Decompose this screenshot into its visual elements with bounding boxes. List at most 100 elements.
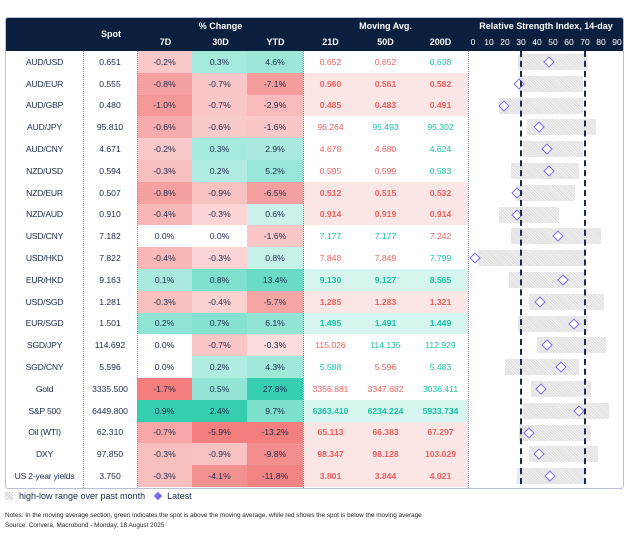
pct-change-ytd: -6.5%: [247, 181, 303, 204]
moving-avg-ma200: 0.491: [429, 100, 452, 111]
pct-change-d30: -4.1%: [192, 465, 247, 487]
pct-change-ytd: -1.6%: [247, 225, 303, 248]
moving-avg-ma50: 1.491: [374, 318, 397, 329]
pct-change-ytd: 2.9%: [247, 138, 303, 160]
pct-change-ytd: -0.3%: [247, 334, 303, 357]
rsi-range-bar: [516, 184, 576, 201]
rsi-tick-label: 70: [580, 37, 590, 47]
table-row: DXY 97.850 -0.3% -0.9% -9.8% 98.347 98.128 103.…: [6, 443, 623, 466]
row-label: NZD/AUD: [26, 209, 63, 220]
spot-value: 1.501: [99, 318, 121, 329]
header-7d: 7D: [159, 37, 172, 47]
moving-avg-ma200: 95.302: [427, 122, 454, 133]
rsi-tick-label: 90: [612, 37, 622, 47]
moving-avg-ma50: 4.680: [374, 144, 397, 155]
pct-change-d7: 0.2%: [137, 312, 192, 335]
moving-avg-ma21: 98.347: [317, 449, 344, 460]
spot-value: 62.310: [96, 427, 124, 438]
rsi-tick-label: 80: [596, 37, 606, 47]
table-row: Gold 3335.500 -1.7% 0.5% 27.8% 3356.881 3347.6…: [6, 378, 623, 400]
moving-avg-ma21: 65.113: [317, 427, 344, 438]
moving-avg-ma21: 3.801: [319, 471, 342, 482]
moving-avg-ma21: 0.512: [319, 187, 342, 198]
latest-diamond-icon: [153, 491, 163, 501]
pct-change-d30: -0.9%: [192, 181, 247, 204]
table-row: AUD/JPY 95.810 -0.6% -0.6% -1.6% 96.264 95.493…: [6, 116, 623, 139]
pct-change-d7: -0.4%: [137, 203, 192, 226]
header-30d: 30D: [212, 37, 229, 47]
rsi-tick-label: 0: [470, 37, 476, 47]
pct-change-ytd: 27.8%: [247, 378, 303, 400]
pct-change-d7: 0.0%: [154, 340, 175, 351]
pct-change-d7: -0.2%: [137, 51, 192, 73]
spot-value: 97.850: [96, 449, 124, 460]
spot-value: 0.480: [99, 100, 121, 111]
rsi-range-bar: [505, 359, 579, 376]
table-row: SGD/CNY 5.596 0.0% 0.2% 4.3% 5.588 5.596 5.483: [6, 356, 623, 378]
table-header: Spot % Change 7D 30D YTD Moving Avg. 21D…: [6, 18, 623, 51]
rsi-range-bar: [522, 402, 609, 419]
pct-change-ytd: 0.6%: [247, 203, 303, 226]
spot-value: 0.651: [99, 56, 121, 67]
spot-value: 114.692: [94, 340, 126, 351]
pct-change-ytd: -7.1%: [247, 72, 303, 95]
table-row: AUD/EUR 0.555 -0.8% -0.7% -7.1% 0.560 0.561 0.5…: [6, 72, 623, 95]
rsi-oversold-line: [520, 51, 522, 484]
spot-value: 7.822: [99, 253, 121, 264]
moving-avg-ma50: 9.127: [374, 274, 397, 285]
pct-change-d7: -0.2%: [137, 138, 192, 160]
pct-change-d7: -0.7%: [137, 421, 192, 444]
rsi-tick-label: 60: [564, 37, 574, 47]
rsi-tick-label: 30: [516, 37, 526, 47]
spot-value: 3.750: [99, 471, 121, 482]
row-label: USD/CNY: [25, 231, 64, 242]
moving-avg-ma50: 95.493: [372, 122, 399, 133]
header-ytd: YTD: [266, 37, 285, 47]
moving-avg-ma200: 0.638: [429, 56, 452, 67]
moving-avg-ma50: 0.515: [374, 187, 397, 198]
pct-change-ytd: 5.2%: [247, 160, 303, 182]
pct-change-ytd: -5.7%: [247, 290, 303, 313]
rsi-range-bar: [522, 141, 584, 158]
moving-avg-ma21: 1.285: [319, 296, 342, 307]
row-label: AUD/EUR: [25, 78, 64, 89]
header-21d: 21D: [322, 37, 339, 47]
table-row: NZD/EUR 0.507 -0.8% -0.9% -6.5% 0.512 0.515 0.5…: [6, 181, 623, 204]
header-200d: 200D: [429, 37, 452, 47]
ma-row-highlight: [303, 399, 468, 422]
row-label: NZD/USD: [26, 165, 63, 176]
rsi-tick-label: 50: [548, 37, 558, 47]
ma-row-highlight: [303, 465, 468, 487]
moving-avg-ma50: 0.919: [374, 209, 397, 220]
moving-avg-ma50: 3347.682: [367, 383, 404, 394]
row-label: AUD/JPY: [27, 122, 62, 133]
ma-row-highlight: [303, 94, 468, 117]
table-row: Oil (WTI) 62.310 -0.7% -5.9% -13.2% 65.113 66.…: [6, 421, 623, 444]
pct-change-d30: 0.3%: [192, 138, 247, 160]
spot-value: 95.810: [96, 122, 124, 133]
ma-row-highlight: [303, 312, 468, 335]
pct-change-d7: 0.1%: [137, 269, 192, 291]
table-row: SGD/JPY 114.692 0.0% -0.7% -0.3% 115.026 114.1…: [6, 334, 623, 357]
legend-latest-label: Latest: [167, 491, 192, 501]
row-label: USD/HKD: [25, 253, 64, 264]
pct-change-ytd: 6.1%: [247, 312, 303, 335]
ma-row-highlight: [303, 290, 468, 313]
spot-value: 0.507: [99, 187, 121, 198]
row-label: DXY: [35, 449, 54, 460]
pct-change-d7: 0.9%: [137, 399, 192, 422]
table-row: EUR/SGD 1.501 0.2% 0.7% 6.1% 1.495 1.491 1.449: [6, 312, 623, 335]
rsi-range-bar: [529, 446, 598, 463]
moving-avg-ma50: 114.135: [370, 340, 401, 351]
moving-avg-ma200: 103.029: [424, 449, 457, 460]
moving-avg-ma200: 5933.734: [422, 405, 459, 416]
moving-avg-ma200: 0.914: [429, 209, 452, 220]
moving-avg-ma21: 0.485: [319, 100, 342, 111]
moving-avg-ma21: 1.495: [319, 318, 342, 329]
header-50d: 50D: [377, 37, 394, 47]
pct-change-ytd: 4.6%: [247, 51, 303, 73]
moving-avg-ma200: 7.242: [429, 231, 452, 242]
pct-change-d30: -5.9%: [192, 421, 247, 444]
rsi-tick-label: 20: [500, 37, 510, 47]
pct-change-ytd: -13.2%: [247, 421, 303, 444]
